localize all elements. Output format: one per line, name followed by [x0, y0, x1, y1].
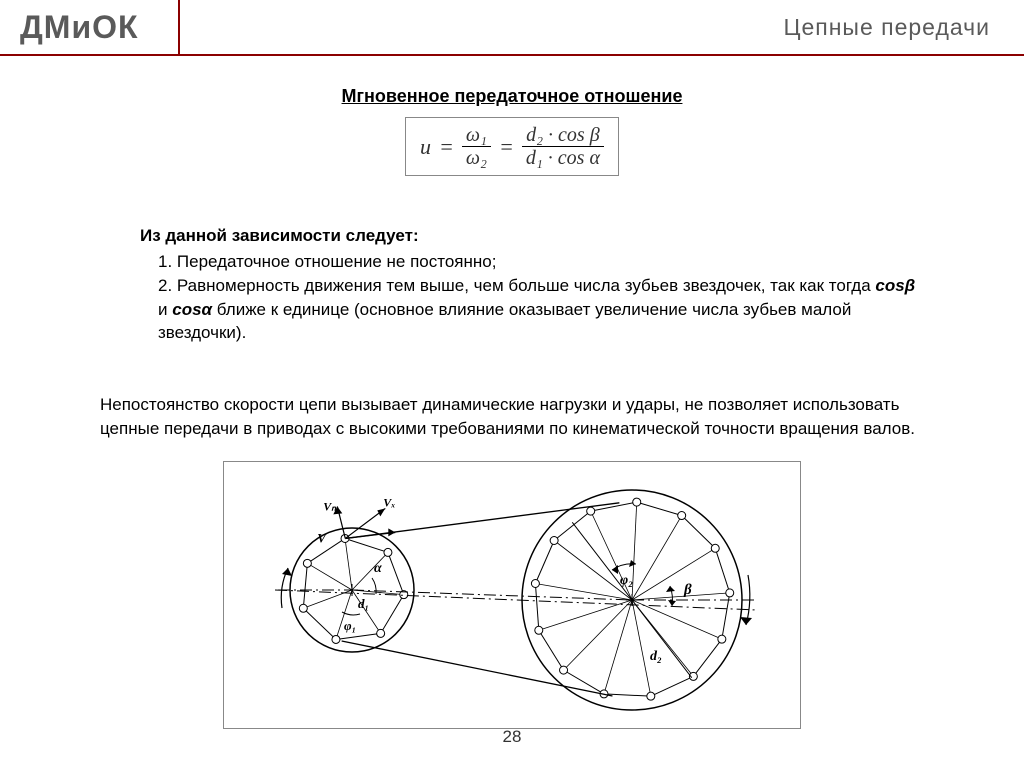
formula-lhs: u [420, 134, 431, 160]
frac2-den: d₁ · cos α [522, 147, 604, 169]
svg-text:α: α [374, 561, 382, 576]
header-right-box: Цепные передачи [180, 14, 1024, 41]
formula: u = ω₁ ω₂ = d₂ · cos β d₁ · cos α [405, 117, 619, 176]
svg-text:Vₓ: Vₓ [383, 495, 395, 509]
svg-text:d₁: d₁ [358, 596, 369, 611]
formula-eq1: = [439, 134, 454, 160]
course-code: ДМиОК [20, 9, 139, 46]
svg-text:φ₂: φ₂ [620, 573, 633, 588]
item2-part-b: ближе к единице (основное влияние оказыв… [158, 300, 851, 343]
formula-frac1: ω₁ ω₂ [462, 124, 491, 169]
formula-frac2: d₂ · cos β d₁ · cos α [522, 124, 604, 169]
item2-part-a: 2. Равномерность движения тем выше, чем … [158, 276, 875, 295]
svg-text:Vₙ: Vₙ [323, 499, 337, 513]
diagram-wrap: V Vₙ Vₓ α β φ₁ φ₂ d₁ d₂ [100, 461, 924, 729]
list-item-1: 1. Передаточное отношение не постоянно; [158, 250, 924, 274]
svg-text:β: β [683, 582, 692, 598]
svg-text:d₂: d₂ [650, 649, 662, 664]
svg-text:V: V [317, 530, 327, 545]
chain-diagram: V Vₙ Vₓ α β φ₁ φ₂ d₁ d₂ [232, 470, 792, 720]
frac1-num: ω₁ [462, 124, 491, 147]
section-title: Мгновенное передаточное отношение [100, 86, 924, 107]
item2-cosb: cosβ [875, 276, 915, 295]
slide-topic: Цепные передачи [783, 14, 990, 41]
item2-cosa: cosα [172, 300, 212, 319]
slide-content: Мгновенное передаточное отношение u = ω₁… [0, 56, 1024, 729]
frac1-den: ω₂ [462, 147, 491, 169]
slide-header: ДМиОК Цепные передачи [0, 0, 1024, 56]
header-left-box: ДМиОК [0, 0, 180, 54]
svg-text:φ₁: φ₁ [344, 618, 356, 633]
diagram-box: V Vₙ Vₓ α β φ₁ φ₂ d₁ d₂ [223, 461, 801, 729]
list-item-2: 2. Равномерность движения тем выше, чем … [158, 274, 924, 345]
item2-and: и [158, 300, 172, 319]
paragraph: Непостоянство скорости цепи вызывает дин… [100, 393, 924, 441]
formula-eq2: = [499, 134, 514, 160]
lead-text: Из данной зависимости следует: [140, 226, 924, 246]
derivation-block: Из данной зависимости следует: 1. Переда… [140, 226, 924, 345]
page-number: 28 [0, 727, 1024, 747]
frac2-num: d₂ · cos β [522, 124, 604, 147]
formula-block: u = ω₁ ω₂ = d₂ · cos β d₁ · cos α [100, 117, 924, 176]
